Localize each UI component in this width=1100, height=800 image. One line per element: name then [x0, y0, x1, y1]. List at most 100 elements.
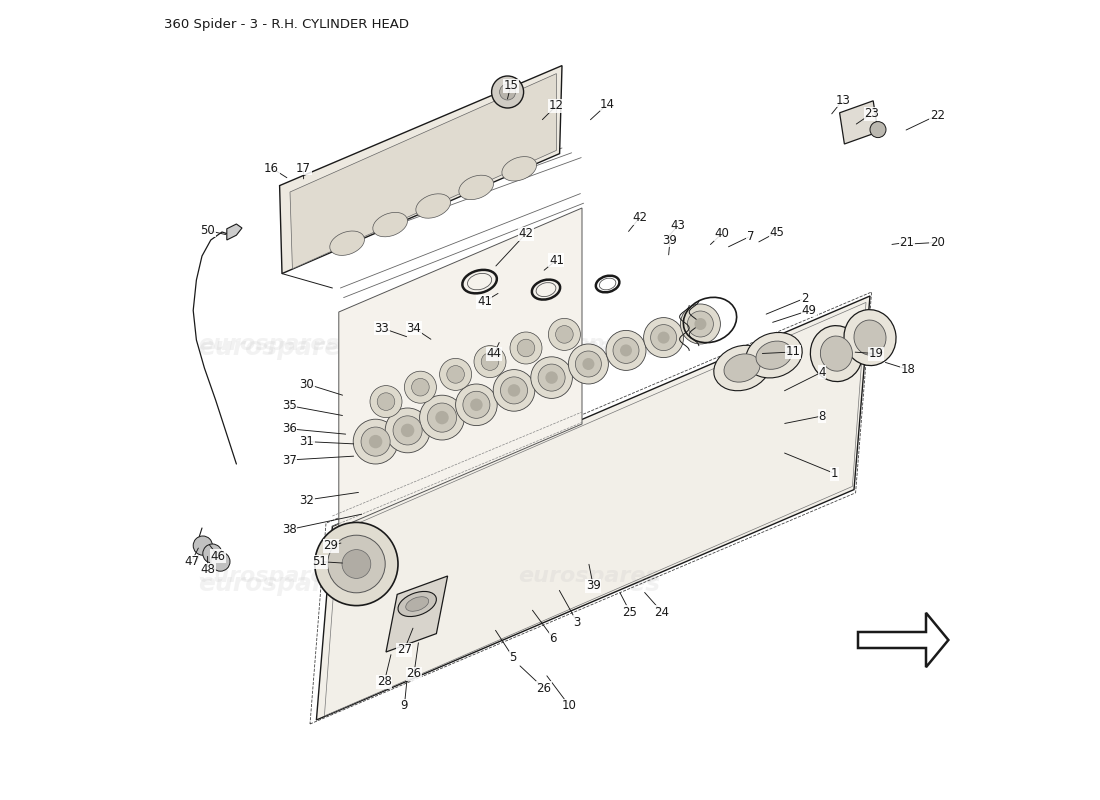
Ellipse shape	[502, 157, 537, 181]
Circle shape	[556, 326, 573, 343]
Circle shape	[500, 377, 528, 404]
Text: eurospares: eurospares	[518, 334, 659, 354]
Circle shape	[447, 366, 464, 383]
Circle shape	[353, 419, 398, 464]
Circle shape	[644, 318, 683, 358]
Polygon shape	[227, 224, 242, 240]
Circle shape	[328, 535, 385, 593]
Circle shape	[531, 357, 572, 398]
Text: 13: 13	[835, 94, 850, 106]
Circle shape	[493, 370, 535, 411]
Text: 4: 4	[818, 366, 826, 378]
Text: 360 Spider - 3 - R.H. CYLINDER HEAD: 360 Spider - 3 - R.H. CYLINDER HEAD	[164, 18, 409, 30]
Text: 24: 24	[654, 606, 670, 618]
Circle shape	[428, 403, 456, 432]
Text: eurospares: eurospares	[502, 572, 660, 596]
Text: 42: 42	[632, 211, 647, 224]
Polygon shape	[386, 576, 448, 652]
Text: 39: 39	[662, 234, 678, 246]
Ellipse shape	[714, 346, 770, 390]
Text: 45: 45	[770, 226, 784, 238]
Ellipse shape	[854, 320, 886, 355]
Text: 11: 11	[785, 346, 801, 358]
Text: 41: 41	[549, 254, 564, 266]
Circle shape	[361, 427, 390, 456]
Circle shape	[538, 364, 565, 391]
Text: 30: 30	[299, 378, 315, 390]
Circle shape	[620, 344, 632, 357]
Text: 44: 44	[486, 347, 502, 360]
Text: 2: 2	[801, 292, 808, 305]
Ellipse shape	[724, 354, 760, 382]
Text: 1: 1	[832, 467, 838, 480]
Circle shape	[436, 411, 449, 424]
Circle shape	[549, 318, 581, 350]
Circle shape	[510, 332, 542, 364]
Circle shape	[393, 416, 422, 445]
Ellipse shape	[330, 231, 364, 255]
Ellipse shape	[746, 333, 802, 378]
Text: 14: 14	[601, 98, 615, 110]
Text: 5: 5	[509, 651, 517, 664]
Circle shape	[694, 318, 706, 330]
Text: eurospares: eurospares	[198, 566, 339, 586]
Text: 51: 51	[312, 555, 327, 568]
Circle shape	[508, 384, 520, 397]
Circle shape	[658, 331, 670, 344]
Text: eurospares: eurospares	[502, 336, 660, 360]
Ellipse shape	[406, 597, 429, 611]
Circle shape	[474, 346, 506, 378]
Text: 32: 32	[299, 494, 315, 506]
Circle shape	[650, 325, 676, 350]
Text: 8: 8	[818, 410, 826, 422]
Text: 28: 28	[377, 675, 392, 688]
Text: 46: 46	[210, 550, 225, 562]
Text: 10: 10	[562, 699, 576, 712]
Text: eurospares: eurospares	[198, 334, 339, 354]
Text: 9: 9	[400, 699, 408, 712]
Text: 26: 26	[536, 682, 551, 694]
Text: 7: 7	[747, 230, 755, 242]
Text: 33: 33	[375, 322, 389, 334]
Polygon shape	[839, 101, 878, 144]
Text: 25: 25	[623, 606, 637, 618]
Circle shape	[499, 84, 516, 100]
Text: 22: 22	[930, 109, 945, 122]
Text: 39: 39	[586, 579, 601, 592]
Circle shape	[546, 371, 558, 384]
Text: eurospares: eurospares	[198, 336, 356, 360]
Ellipse shape	[756, 341, 792, 370]
Text: 43: 43	[671, 219, 685, 232]
Circle shape	[385, 408, 430, 453]
Circle shape	[377, 393, 395, 410]
Text: 31: 31	[299, 435, 315, 448]
Circle shape	[342, 550, 371, 578]
Text: 41: 41	[477, 295, 492, 308]
Circle shape	[315, 522, 398, 606]
Ellipse shape	[844, 310, 896, 366]
Polygon shape	[317, 296, 870, 720]
Text: 34: 34	[407, 322, 421, 334]
Text: 16: 16	[264, 162, 279, 174]
Polygon shape	[279, 66, 562, 274]
Ellipse shape	[459, 175, 494, 199]
Text: 27: 27	[397, 643, 411, 656]
Circle shape	[455, 384, 497, 426]
Circle shape	[419, 395, 464, 440]
Text: 26: 26	[407, 667, 421, 680]
Circle shape	[582, 358, 594, 370]
Text: eurospares: eurospares	[518, 566, 659, 586]
Polygon shape	[858, 613, 948, 667]
Ellipse shape	[416, 194, 451, 218]
Text: 18: 18	[901, 363, 916, 376]
Text: 47: 47	[184, 555, 199, 568]
Text: 6: 6	[550, 632, 557, 645]
Circle shape	[440, 358, 472, 390]
Circle shape	[517, 339, 535, 357]
Circle shape	[400, 424, 415, 437]
Text: 49: 49	[802, 304, 816, 317]
Text: 42: 42	[518, 227, 534, 240]
Text: 40: 40	[715, 227, 729, 240]
Circle shape	[575, 351, 602, 377]
Text: 20: 20	[930, 236, 945, 249]
